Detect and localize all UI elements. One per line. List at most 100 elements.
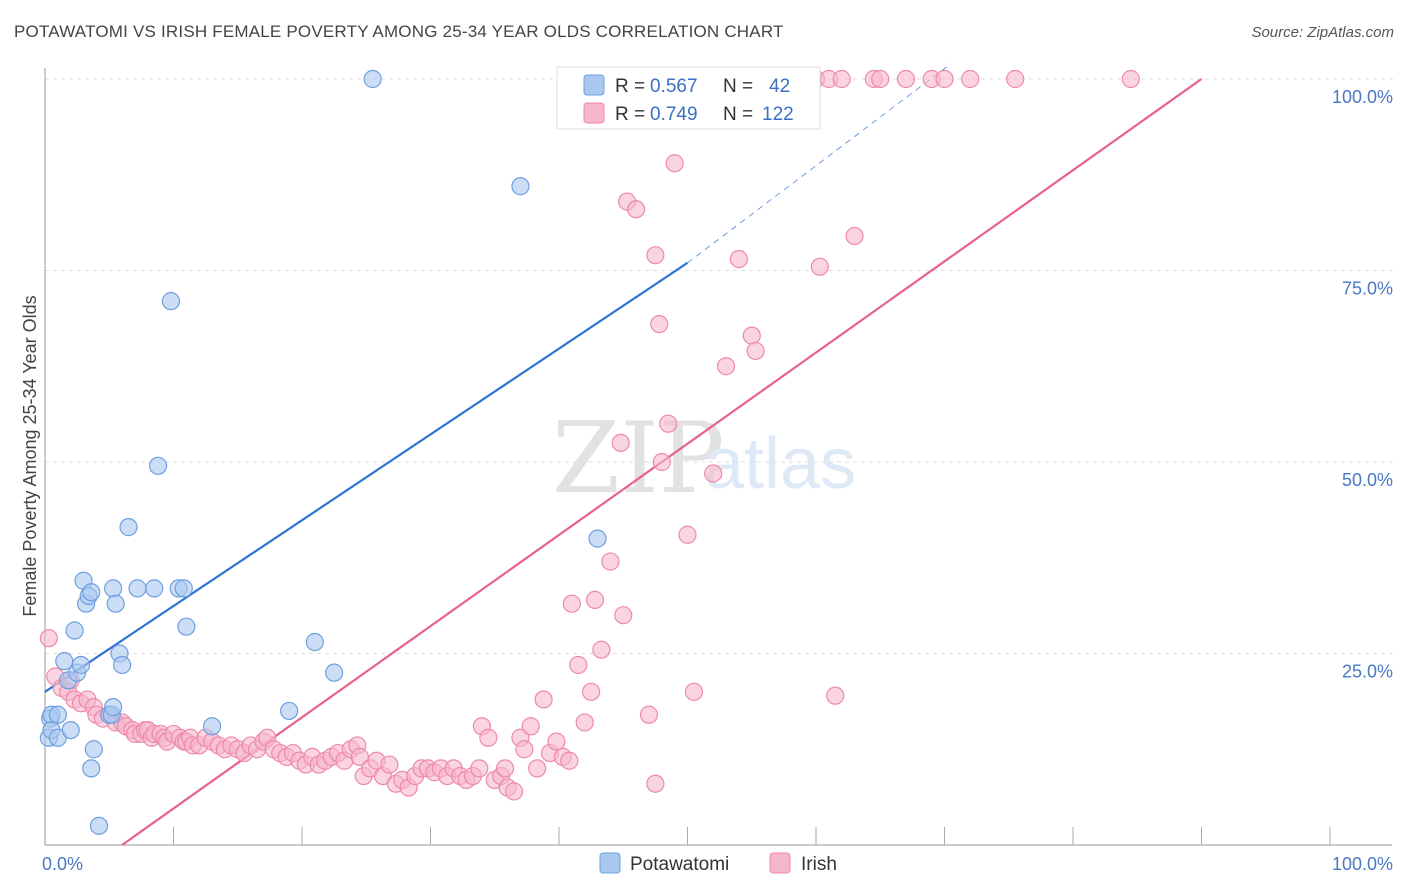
irish-point-99 bbox=[601, 552, 620, 571]
potawatomi-point-22 bbox=[104, 579, 123, 598]
potawatomi-point-9 bbox=[65, 621, 84, 640]
potawatomi-point-27 bbox=[128, 579, 147, 598]
potawatomi-point-18 bbox=[89, 816, 109, 835]
watermark-zip: ZIP bbox=[552, 402, 725, 516]
irish-point-76 bbox=[470, 759, 489, 778]
irish-point-113 bbox=[704, 464, 723, 483]
potawatomi-point-23 bbox=[106, 594, 125, 613]
legend-r-value-2: 0.749 bbox=[650, 104, 698, 125]
tick-labels: 25.0% 50.0% 75.0% 100.0% 0.0% 100.0% bbox=[42, 87, 1393, 874]
irish-point-87 bbox=[528, 759, 547, 778]
potawatomi-point-8 bbox=[61, 720, 80, 740]
irish-point-107 bbox=[650, 315, 669, 334]
irish-point-120 bbox=[810, 257, 829, 276]
bottom-legend-swatch-potawatomi bbox=[599, 852, 621, 874]
potawatomi-point-39 bbox=[511, 177, 530, 196]
legend-n-value-2: 122 bbox=[762, 104, 794, 125]
irish-point-103 bbox=[626, 200, 646, 219]
potawatomi-point-38 bbox=[363, 69, 382, 89]
y-tick-label-0: 25.0% bbox=[1342, 662, 1393, 682]
source-label: Source: ZipAtlas.com bbox=[1251, 24, 1394, 41]
y-tick-label-2: 75.0% bbox=[1342, 279, 1393, 299]
potawatomi-trend-extension bbox=[687, 63, 952, 264]
y-axis-label: Female Poverty Among 25-34 Year Olds bbox=[20, 295, 40, 616]
x-tick-label-1: 100.0% bbox=[1332, 854, 1393, 874]
y-tick-label-1: 50.0% bbox=[1342, 470, 1393, 490]
irish-point-117 bbox=[746, 341, 765, 361]
potawatomi-point-15 bbox=[82, 583, 101, 602]
irish-point-105 bbox=[646, 774, 665, 793]
irish-point-100 bbox=[611, 433, 630, 452]
potawatomi-point-33 bbox=[177, 617, 196, 636]
bottom-legend-swatch-irish bbox=[769, 852, 791, 874]
irish-point-0 bbox=[39, 629, 58, 648]
potawatomi-point-16 bbox=[82, 759, 101, 778]
potawatomi-point-40 bbox=[588, 529, 607, 548]
potawatomi-point-32 bbox=[174, 579, 193, 598]
irish-point-111 bbox=[678, 525, 697, 544]
irish-point-108 bbox=[652, 452, 671, 472]
irish-point-114 bbox=[716, 357, 736, 376]
potawatomi-point-26 bbox=[119, 518, 138, 537]
irish-point-124 bbox=[845, 226, 864, 246]
bottom-legend-label-irish: Irish bbox=[801, 854, 837, 875]
bottom-legend: Potawatomi Irish bbox=[599, 852, 837, 875]
irish-point-132 bbox=[1121, 69, 1140, 89]
irish-point-88 bbox=[534, 690, 553, 709]
irish-point-101 bbox=[614, 606, 633, 625]
legend-r-label-1: R = bbox=[615, 76, 645, 97]
bottom-legend-label-potawatomi: Potawatomi bbox=[630, 854, 729, 875]
x-tick-label-0: 0.0% bbox=[42, 854, 83, 874]
irish-point-110 bbox=[665, 154, 684, 173]
data-points bbox=[39, 69, 1140, 835]
potawatomi-point-5 bbox=[48, 705, 67, 724]
irish-point-97 bbox=[585, 590, 605, 609]
irish-point-62 bbox=[380, 755, 399, 774]
irish-point-86 bbox=[521, 717, 540, 736]
irish-point-94 bbox=[569, 655, 588, 675]
irish-point-116 bbox=[742, 326, 761, 345]
irish-point-92 bbox=[560, 751, 579, 770]
irish-point-123 bbox=[826, 686, 845, 705]
irish-point-126 bbox=[871, 69, 890, 89]
y-tick-label-3: 100.0% bbox=[1332, 87, 1393, 107]
irish-point-131 bbox=[1006, 69, 1025, 89]
potawatomi-point-21 bbox=[104, 698, 123, 717]
potawatomi-point-28 bbox=[145, 579, 164, 598]
legend-n-label-2: N = bbox=[723, 104, 753, 125]
legend-r-label-2: R = bbox=[615, 104, 645, 125]
irish-point-106 bbox=[646, 246, 665, 265]
watermark-atlas: atlas bbox=[704, 424, 856, 504]
legend: R = 0.567 N = 42 R = 0.749 N = 122 bbox=[556, 66, 821, 130]
legend-r-value-1: 0.567 bbox=[650, 76, 698, 97]
irish-point-109 bbox=[659, 414, 678, 433]
irish-point-130 bbox=[961, 69, 980, 89]
legend-swatch-potawatomi bbox=[583, 74, 605, 96]
irish-point-90 bbox=[547, 732, 566, 751]
potawatomi-trend-line bbox=[44, 261, 689, 693]
potawatomi-point-37 bbox=[325, 663, 344, 682]
irish-point-112 bbox=[684, 682, 704, 701]
legend-n-value-1: 42 bbox=[769, 76, 790, 97]
potawatomi-point-35 bbox=[280, 701, 299, 721]
irish-point-96 bbox=[582, 682, 601, 701]
legend-n-label-1: N = bbox=[723, 76, 753, 97]
irish-point-85 bbox=[515, 740, 534, 759]
irish-point-127 bbox=[896, 69, 916, 89]
irish-point-115 bbox=[729, 249, 749, 269]
irish-point-104 bbox=[639, 705, 659, 724]
potawatomi-point-30 bbox=[161, 292, 181, 311]
watermark: ZIP atlas bbox=[552, 402, 856, 516]
potawatomi-point-36 bbox=[305, 632, 324, 652]
irish-point-95 bbox=[575, 713, 594, 732]
irish-point-81 bbox=[495, 759, 515, 778]
potawatomi-point-34 bbox=[202, 717, 222, 736]
legend-swatch-irish bbox=[583, 102, 605, 124]
potawatomi-point-11 bbox=[71, 655, 91, 675]
irish-point-83 bbox=[504, 782, 524, 801]
irish-point-93 bbox=[562, 594, 581, 613]
potawatomi-point-29 bbox=[148, 456, 168, 475]
potawatomi-point-17 bbox=[84, 740, 103, 759]
irish-point-78 bbox=[479, 728, 498, 747]
irish-point-122 bbox=[832, 69, 851, 89]
